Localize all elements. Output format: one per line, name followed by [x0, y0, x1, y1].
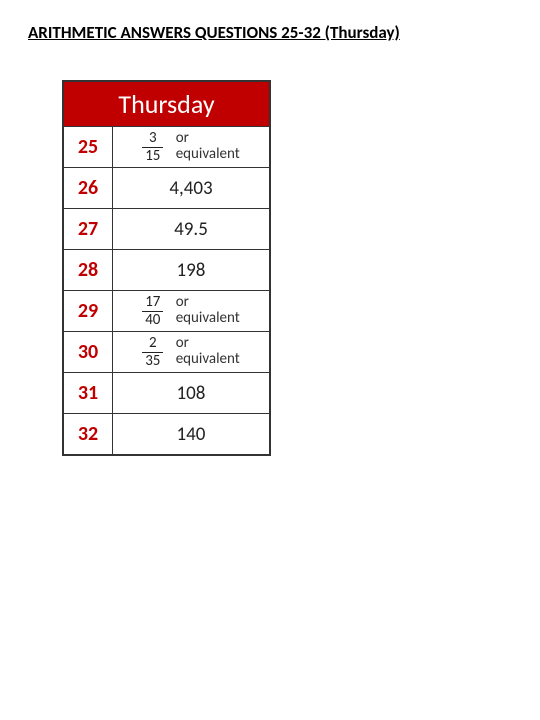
answers-table: Thursday 25 3 15 or equivalent 26 4,403 …	[62, 80, 271, 456]
table-row: 32 140	[63, 414, 270, 456]
table-row: 27 49.5	[63, 209, 270, 250]
table-header: Thursday	[63, 81, 270, 127]
fraction-numerator: 17	[142, 295, 163, 312]
question-number: 28	[63, 250, 113, 291]
question-number: 31	[63, 373, 113, 414]
question-number: 26	[63, 168, 113, 209]
answer-cell: 140	[113, 414, 271, 456]
fraction-denominator: 15	[142, 148, 163, 164]
answer-suffix: or equivalent	[176, 295, 240, 327]
fraction-denominator: 40	[142, 312, 163, 328]
table-row: 28 198	[63, 250, 270, 291]
suffix-line2: equivalent	[176, 350, 240, 368]
fraction: 2 35	[142, 336, 163, 369]
table-row: 30 2 35 or equivalent	[63, 332, 270, 373]
fraction: 3 15	[142, 131, 163, 164]
answer-suffix: or equivalent	[176, 336, 240, 368]
question-number: 32	[63, 414, 113, 456]
fraction-denominator: 35	[142, 353, 163, 369]
suffix-line2: equivalent	[176, 309, 240, 327]
answer-cell: 17 40 or equivalent	[113, 291, 271, 332]
answer-cell: 198	[113, 250, 271, 291]
fraction-numerator: 2	[142, 336, 163, 353]
answer-cell: 4,403	[113, 168, 271, 209]
answer-cell: 49.5	[113, 209, 271, 250]
table-row: 31 108	[63, 373, 270, 414]
question-number: 29	[63, 291, 113, 332]
answer-suffix: or equivalent	[176, 131, 240, 163]
question-number: 27	[63, 209, 113, 250]
question-number: 30	[63, 332, 113, 373]
fraction-numerator: 3	[142, 131, 163, 148]
answer-cell: 108	[113, 373, 271, 414]
table-row: 25 3 15 or equivalent	[63, 127, 270, 168]
suffix-line2: equivalent	[176, 145, 240, 163]
table-row: 29 17 40 or equivalent	[63, 291, 270, 332]
answer-cell: 3 15 or equivalent	[113, 127, 271, 168]
answer-cell: 2 35 or equivalent	[113, 332, 271, 373]
question-number: 25	[63, 127, 113, 168]
page-title: ARITHMETIC ANSWERS QUESTIONS 25-32 (Thur…	[28, 22, 400, 43]
fraction: 17 40	[142, 295, 163, 328]
table-row: 26 4,403	[63, 168, 270, 209]
table-header-row: Thursday	[63, 81, 270, 127]
